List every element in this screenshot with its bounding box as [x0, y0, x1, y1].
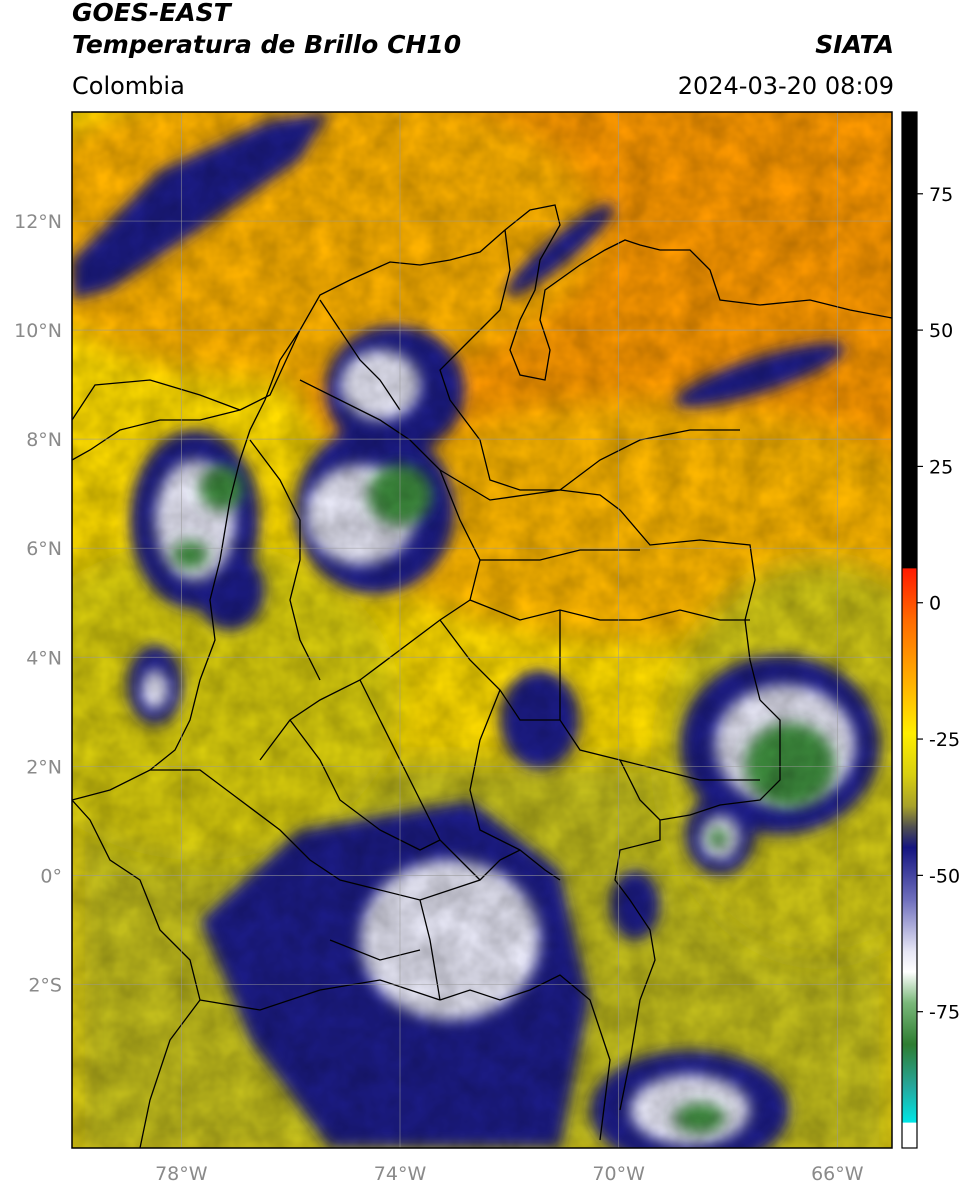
lat-tick-label: 10°N — [14, 320, 62, 342]
map-gridlines — [72, 112, 892, 1148]
colorbar-tick-label: 50 — [929, 320, 953, 342]
colorbar: 75 50 25 0 -25 -50 -75 — [901, 111, 960, 1149]
lat-tick-label: 8°N — [26, 429, 62, 451]
lon-tick-label: 74°W — [374, 1163, 427, 1185]
agency-label: SIATA — [815, 30, 894, 59]
product-title: Temperatura de Brillo CH10 — [72, 30, 462, 59]
lat-tick-label: 12°N — [14, 211, 62, 233]
lon-tick-label: 66°W — [811, 1163, 864, 1185]
datetime-label: 2024-03-20 08:09 — [677, 72, 894, 100]
satellite-title: GOES-EAST — [72, 0, 231, 27]
colorbar-tick-label: 25 — [929, 456, 953, 478]
political-borders — [72, 204, 892, 1148]
lon-tick-label: 70°W — [592, 1163, 645, 1185]
colorbar-scale — [901, 111, 918, 1149]
longitude-labels: 78°W 74°W 70°W 66°W — [155, 1163, 864, 1185]
lat-tick-label: 2°S — [28, 974, 62, 996]
colorbar-tick-label: -25 — [929, 729, 960, 751]
latitude-labels: 12°N 10°N 8°N 6°N 4°N 2°N 0° 2°S — [14, 211, 62, 996]
colorbar-tick-label: -50 — [929, 865, 960, 887]
lon-tick-label: 78°W — [155, 1163, 208, 1185]
lat-tick-label: 4°N — [26, 647, 62, 669]
lat-tick-label: 2°N — [26, 756, 62, 778]
map-frame — [71, 111, 893, 1149]
colorbar-tick-label: -75 — [929, 1002, 960, 1024]
colorbar-tick-label: 75 — [929, 184, 953, 206]
lat-tick-label: 0° — [40, 865, 62, 887]
region-label: Colombia — [72, 72, 185, 100]
lat-tick-label: 6°N — [26, 538, 62, 560]
colorbar-tick-label: 0 — [929, 593, 941, 615]
